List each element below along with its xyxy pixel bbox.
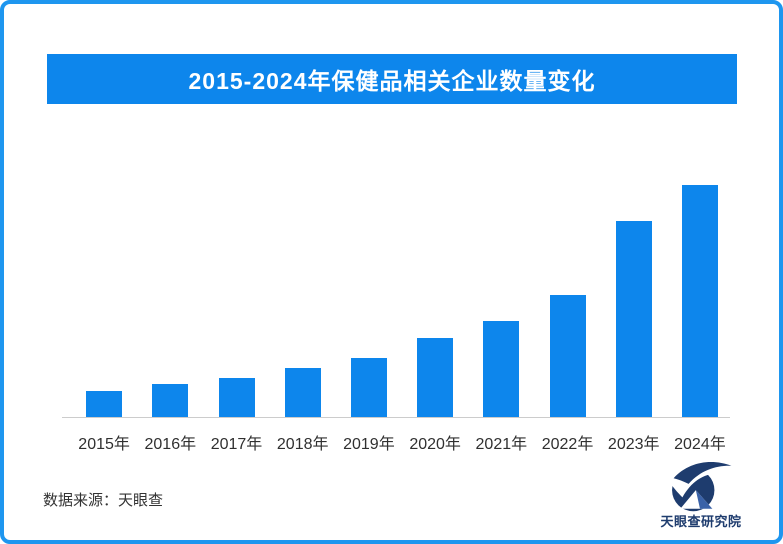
bar-column xyxy=(534,295,600,417)
x-axis-label: 2024年 xyxy=(674,436,726,453)
bar-column xyxy=(137,384,203,417)
bar-2024年 xyxy=(681,185,718,417)
bar-2015年 xyxy=(86,391,123,417)
x-axis-line xyxy=(62,417,730,418)
bar-column xyxy=(71,391,137,417)
x-axis-label: 2023年 xyxy=(607,436,660,453)
tianyancha-logo-text: 天眼查研究院 xyxy=(660,514,742,529)
bar-2016年 xyxy=(152,384,189,417)
x-axis-label: 2018年 xyxy=(276,436,329,453)
bar-2022年 xyxy=(549,295,586,417)
chart-title-banner: 2015-2024年保健品相关企业数量变化 xyxy=(47,54,737,104)
bar-2019年 xyxy=(350,358,387,417)
data-source-text: 数据来源：天眼查 xyxy=(43,492,164,509)
x-axis-label: 2015年 xyxy=(78,436,130,453)
tianyancha-logo: 天眼查研究院 xyxy=(656,461,746,529)
bar-2018年 xyxy=(284,368,321,417)
x-axis-label: 2022年 xyxy=(541,436,594,453)
bar-column xyxy=(270,368,336,417)
bar-2021年 xyxy=(483,321,520,417)
x-axis-label: 2019年 xyxy=(343,436,395,453)
x-axis-label: 2020年 xyxy=(409,436,461,453)
bar-2020年 xyxy=(417,338,454,417)
bar-chart xyxy=(71,185,733,417)
x-axis-label: 2021年 xyxy=(475,436,528,453)
chart-title: 2015-2024年保健品相关企业数量变化 xyxy=(188,68,596,94)
bar-2017年 xyxy=(218,378,255,417)
bar-column xyxy=(402,338,468,417)
bar-2023年 xyxy=(615,221,652,417)
x-axis-labels: 2015年 2016年 2017年 2018年 2019年 2020年 2021年 2022年… xyxy=(71,430,733,454)
bar-column xyxy=(468,321,534,417)
bar-column xyxy=(203,378,269,417)
tianyancha-logo-icon xyxy=(670,462,732,512)
bar-column xyxy=(667,185,733,417)
x-axis-label: 2017年 xyxy=(210,436,263,453)
bar-column xyxy=(336,358,402,417)
bar-column xyxy=(601,221,667,417)
x-axis-label: 2016年 xyxy=(144,436,197,453)
